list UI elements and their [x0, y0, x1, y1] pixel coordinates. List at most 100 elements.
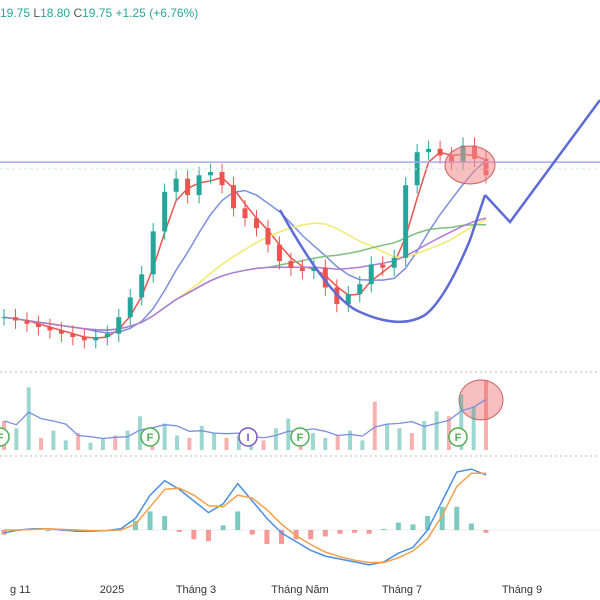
- candle-body: [391, 257, 397, 268]
- macd-histogram-bar: [162, 516, 168, 530]
- event-marker-label: F: [147, 432, 154, 444]
- x-tick-label: g 11: [10, 584, 31, 596]
- macd-histogram-bar: [264, 530, 270, 544]
- event-f-marker: [448, 427, 468, 447]
- macd-histogram-bar: [322, 530, 328, 537]
- highlight-ellipse: [444, 145, 496, 185]
- candle-body: [70, 333, 76, 337]
- macd-histogram-bar: [337, 530, 343, 534]
- volume-bar: [471, 406, 476, 450]
- low-value: 18.80: [40, 6, 71, 20]
- volume-bar: [224, 437, 229, 450]
- macd-histogram-bar: [308, 530, 314, 540]
- breakout-projection-line: [484, 99, 600, 224]
- event-marker-label: F: [297, 432, 304, 444]
- macd-histogram-bar: [293, 530, 299, 540]
- macd-histogram-bar: [235, 511, 241, 530]
- volume-bar: [409, 433, 414, 450]
- candle-body: [150, 231, 156, 275]
- candle-body: [253, 218, 259, 229]
- volume-pane[interactable]: FFIFF: [0, 379, 600, 457]
- change-percent: (+6.76%): [149, 6, 199, 20]
- macd-pane[interactable]: [0, 468, 600, 566]
- volume-bar: [100, 437, 105, 450]
- volume-bar: [397, 428, 402, 450]
- macd-histogram-bar: [425, 516, 431, 530]
- volume-bar: [51, 430, 56, 450]
- x-tick-label: Tháng Năm: [271, 584, 328, 596]
- candle-body: [24, 320, 30, 324]
- volume-bar: [39, 437, 44, 450]
- x-axis: g 11 2025 Tháng 3 Tháng Năm Tháng 7 Tháng 9: [10, 584, 542, 596]
- volume-bar: [63, 440, 68, 450]
- candle-body: [35, 323, 41, 328]
- x-tick-label: 2025: [100, 584, 124, 596]
- volume-bar: [162, 423, 167, 450]
- x-tick-label: Tháng 3: [176, 584, 216, 596]
- candle-body: [322, 267, 328, 288]
- candle-body: [426, 148, 432, 153]
- x-tick-label: Tháng 7: [382, 584, 422, 596]
- candle-body: [93, 337, 99, 341]
- candle-body: [311, 267, 317, 271]
- volume-bar: [26, 387, 31, 450]
- x-tick-label: Tháng 9: [502, 584, 542, 596]
- volume-bar: [187, 437, 192, 450]
- volume-bar: [484, 380, 488, 450]
- volume-bar: [446, 416, 451, 450]
- event-i-marker: [238, 427, 258, 447]
- event-marker-label: F: [455, 432, 462, 444]
- volume-bar: [459, 394, 464, 450]
- macd-histogram-bar: [147, 511, 153, 530]
- volume-bar: [212, 433, 217, 450]
- volume-bar: [261, 440, 266, 450]
- event-f-marker: [0, 427, 10, 447]
- candle-body: [403, 185, 409, 258]
- cup-pattern-line: [278, 194, 487, 324]
- macd-histogram-bar: [454, 506, 460, 530]
- candle-body: [208, 172, 214, 176]
- candle-body: [242, 208, 248, 219]
- candle-body: [196, 175, 202, 196]
- volume-bar: [422, 421, 427, 450]
- candle-body: [12, 317, 18, 321]
- price-pane[interactable]: [0, 99, 600, 373]
- candle-body: [104, 333, 110, 337]
- macd-histogram-bar: [468, 523, 474, 530]
- volume-bar: [434, 411, 439, 450]
- macd-histogram-bar: [381, 529, 387, 531]
- candle-body: [81, 337, 87, 341]
- macd-histogram-bar: [410, 524, 416, 530]
- volume-bar: [310, 433, 315, 450]
- candle-body: [231, 185, 237, 209]
- macd-histogram-bar: [439, 506, 445, 530]
- macd-histogram-bar: [249, 530, 255, 535]
- candle-body: [299, 267, 305, 271]
- candle-body: [162, 191, 168, 232]
- macd-histogram-bar: [352, 530, 358, 533]
- candle-body: [139, 274, 145, 298]
- candle-body: [219, 172, 225, 186]
- candle-body: [265, 228, 271, 245]
- volume-bar: [360, 440, 365, 450]
- close-value: 19.75: [82, 6, 113, 20]
- macd-histogram-bar: [279, 530, 285, 544]
- volume-bar: [113, 435, 118, 450]
- macd-line: [3, 468, 487, 566]
- event-marker-label: F: [0, 432, 4, 444]
- macd-histogram-bar: [483, 530, 489, 533]
- candle-body: [414, 152, 420, 186]
- event-marker-label: I: [246, 432, 249, 444]
- candle-body: [437, 148, 443, 156]
- macd-histogram-bar: [220, 525, 226, 530]
- candle-body: [357, 284, 363, 295]
- event-f-marker: [140, 427, 160, 447]
- candle-body: [185, 178, 191, 196]
- candle-body: [127, 297, 133, 318]
- macd-histogram-bar: [191, 530, 197, 540]
- macd-histogram-bar: [132, 520, 138, 530]
- candle-body: [173, 178, 179, 192]
- volume-bar: [76, 433, 81, 450]
- open-value: 19.75: [0, 6, 31, 20]
